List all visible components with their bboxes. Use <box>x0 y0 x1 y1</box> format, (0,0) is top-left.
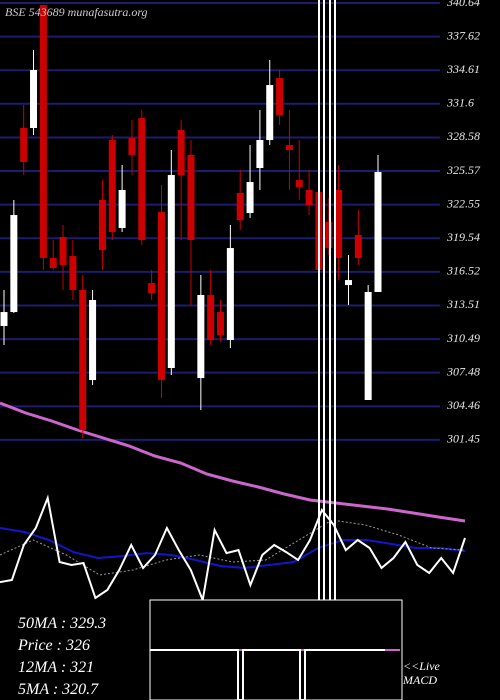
macd-label: <<Live <box>403 659 441 673</box>
candle-body <box>364 291 372 400</box>
y-tick-label: 328.58 <box>446 129 480 143</box>
candle-body <box>98 200 106 251</box>
candle-body <box>10 215 18 313</box>
y-tick-label: 334.61 <box>446 62 480 76</box>
indicator-line <box>0 519 466 576</box>
candle-body <box>89 300 97 381</box>
indicator-line <box>0 494 466 604</box>
candle-body <box>236 192 244 221</box>
candle-body <box>69 255 77 290</box>
y-tick-label: 319.54 <box>446 230 480 244</box>
header: BSE 543689 munafasutra.org <box>5 5 148 19</box>
candle-body <box>256 140 264 169</box>
y-tick-label: 337.62 <box>446 28 480 42</box>
candle-body <box>305 189 313 206</box>
candle-body <box>118 189 126 228</box>
candle-body <box>59 237 67 265</box>
candle-body <box>30 70 38 128</box>
y-tick-label: 322.55 <box>446 196 480 210</box>
candle-body <box>207 294 215 341</box>
candle-body <box>344 280 352 286</box>
candle-body <box>197 294 205 379</box>
y-tick-label: 325.57 <box>446 163 481 177</box>
candle-body <box>276 78 284 116</box>
candle-body <box>20 127 28 162</box>
candle-body <box>266 85 274 141</box>
candle-body <box>79 289 87 430</box>
candle-body <box>354 235 362 258</box>
grid <box>0 2 440 441</box>
stat: Price : 326 <box>17 637 90 654</box>
y-tick-label: 304.46 <box>446 398 480 412</box>
candle-body <box>49 257 57 269</box>
y-tick-label: 316.52 <box>446 264 480 278</box>
candle-body <box>148 283 156 293</box>
indicator-lines <box>0 401 466 604</box>
marker-lines <box>318 0 336 700</box>
y-tick-label: 307.48 <box>446 364 480 378</box>
candle-body <box>226 248 234 341</box>
macd-box <box>149 599 403 700</box>
candles <box>0 5 382 439</box>
candle-body <box>217 312 225 336</box>
candle-body <box>128 138 136 155</box>
stat: 12MA : 321 <box>18 659 94 676</box>
stat: 50MA : 329.3 <box>18 615 106 632</box>
candle-body <box>374 172 382 292</box>
candle-body <box>325 221 333 249</box>
candle-body <box>108 140 116 232</box>
y-tick-label: 310.49 <box>446 331 480 345</box>
candle-body <box>335 189 343 258</box>
candle-body <box>167 175 175 369</box>
y-tick-label: 301.45 <box>446 432 480 446</box>
candle-body <box>285 145 293 151</box>
stat: 5MA : 320.7 <box>18 681 99 698</box>
candle-body <box>246 182 254 214</box>
candle-body <box>157 212 165 381</box>
candle-body <box>295 180 303 187</box>
candle-body <box>177 129 185 176</box>
candle-body <box>0 312 8 326</box>
y-tick-label: 313.51 <box>446 297 480 311</box>
indicator-line <box>0 401 466 523</box>
macd-label: MACD <box>402 673 437 687</box>
candle-body <box>138 118 146 241</box>
candle-body <box>187 154 195 241</box>
indicator-line <box>0 527 466 570</box>
y-tick-label: 340.64 <box>446 0 480 9</box>
y-tick-label: 331.6 <box>446 96 474 110</box>
candle-body <box>39 5 47 258</box>
